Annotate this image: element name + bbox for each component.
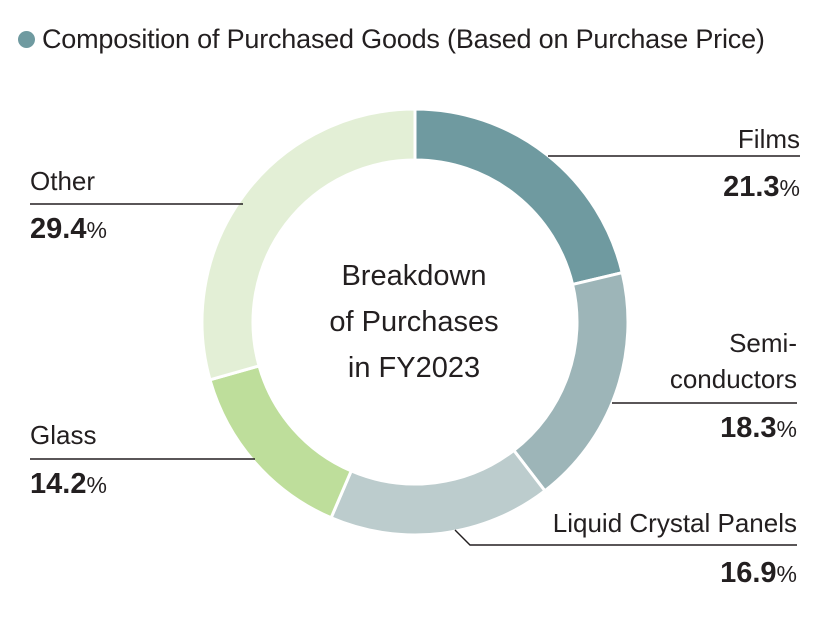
slice-label: Liquid Crystal Panels xyxy=(553,508,797,538)
slice-value-label: 18.3% xyxy=(720,412,797,444)
slice-label: Glass xyxy=(30,420,96,450)
slice-label: conductors xyxy=(670,364,797,394)
chart-title: Composition of Purchased Goods (Based on… xyxy=(18,22,765,56)
slice-label: Semi- xyxy=(729,328,797,358)
center-label: Breakdown xyxy=(341,260,486,292)
slice-value-label: 14.2% xyxy=(30,468,107,500)
slice-value-label: 16.9% xyxy=(720,557,797,589)
donut-slice xyxy=(511,270,630,493)
chart-title-text: Composition of Purchased Goods (Based on… xyxy=(42,23,765,54)
donut-slice xyxy=(200,107,417,382)
center-label: of Purchases xyxy=(329,306,498,338)
slice-value-label: 29.4% xyxy=(30,213,107,245)
center-label: in FY2023 xyxy=(348,352,480,384)
donut-slice xyxy=(329,448,548,537)
slice-label: Other xyxy=(30,166,95,196)
donut-slice xyxy=(208,364,354,520)
title-bullet-icon xyxy=(18,30,35,48)
leader-line xyxy=(454,529,797,546)
slice-label: Films xyxy=(738,124,800,154)
donut-slice xyxy=(413,107,625,287)
slice-value-label: 21.3% xyxy=(723,171,800,203)
